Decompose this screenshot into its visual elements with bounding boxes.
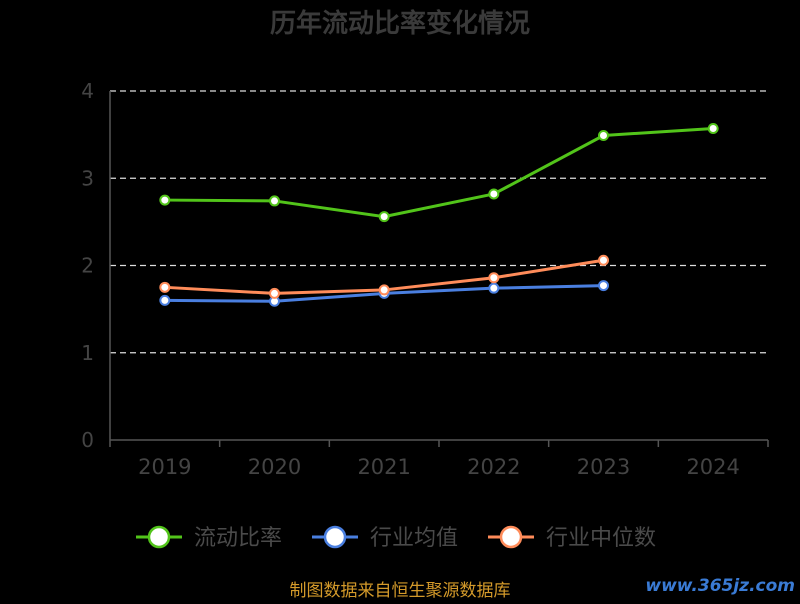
data-point[interactable] <box>707 123 719 135</box>
legend-item[interactable]: 行业均值 <box>312 525 458 551</box>
source-note: 制图数据来自恒生聚源数据库 <box>290 581 511 600</box>
data-point[interactable] <box>598 280 609 292</box>
x-tick-label: 2023 <box>577 455 630 479</box>
legend-label: 行业均值 <box>370 526 458 551</box>
legend-item[interactable]: 行业中位数 <box>488 525 656 551</box>
chart-title: 历年流动比率变化情况 <box>270 8 530 39</box>
data-point[interactable] <box>378 284 390 296</box>
data-point[interactable] <box>269 287 280 299</box>
legend[interactable]: 流动比率 行业均值 行业中位数 <box>136 525 656 551</box>
series-line <box>164 127 714 219</box>
data-point[interactable] <box>159 281 171 293</box>
data-point[interactable] <box>488 282 500 294</box>
data-point[interactable] <box>598 129 609 141</box>
data-point[interactable] <box>598 254 609 266</box>
data-point[interactable] <box>488 272 500 284</box>
x-tick-label: 2022 <box>467 455 520 479</box>
legend-swatch-marker <box>499 525 523 549</box>
y-tick-label: 2 <box>81 254 94 278</box>
x-tick-label: 2019 <box>138 455 191 479</box>
x-tick-label: 2020 <box>248 455 301 479</box>
y-tick-label: 3 <box>81 166 94 190</box>
series-lines <box>159 123 719 307</box>
y-tick-label: 4 <box>81 79 94 103</box>
data-point[interactable] <box>159 194 171 206</box>
axes: 0 1 2 3 4 2019 2020 2021 2022 2023 2024 <box>81 79 769 479</box>
y-tick-label: 1 <box>81 341 94 365</box>
legend-item[interactable]: 流动比率 <box>136 525 282 551</box>
watermark: www.365jz.com <box>645 576 795 596</box>
data-point[interactable] <box>269 195 280 207</box>
y-tick-label: 0 <box>81 428 94 452</box>
data-point[interactable] <box>378 211 390 223</box>
legend-swatch-marker <box>323 525 347 549</box>
x-tick-label: 2021 <box>357 455 410 479</box>
data-point[interactable] <box>488 188 500 200</box>
legend-swatch-marker <box>147 525 171 549</box>
x-tick-label: 2024 <box>686 455 739 479</box>
legend-label: 流动比率 <box>194 526 282 551</box>
legend-label: 行业中位数 <box>546 526 656 551</box>
data-point[interactable] <box>159 294 171 306</box>
